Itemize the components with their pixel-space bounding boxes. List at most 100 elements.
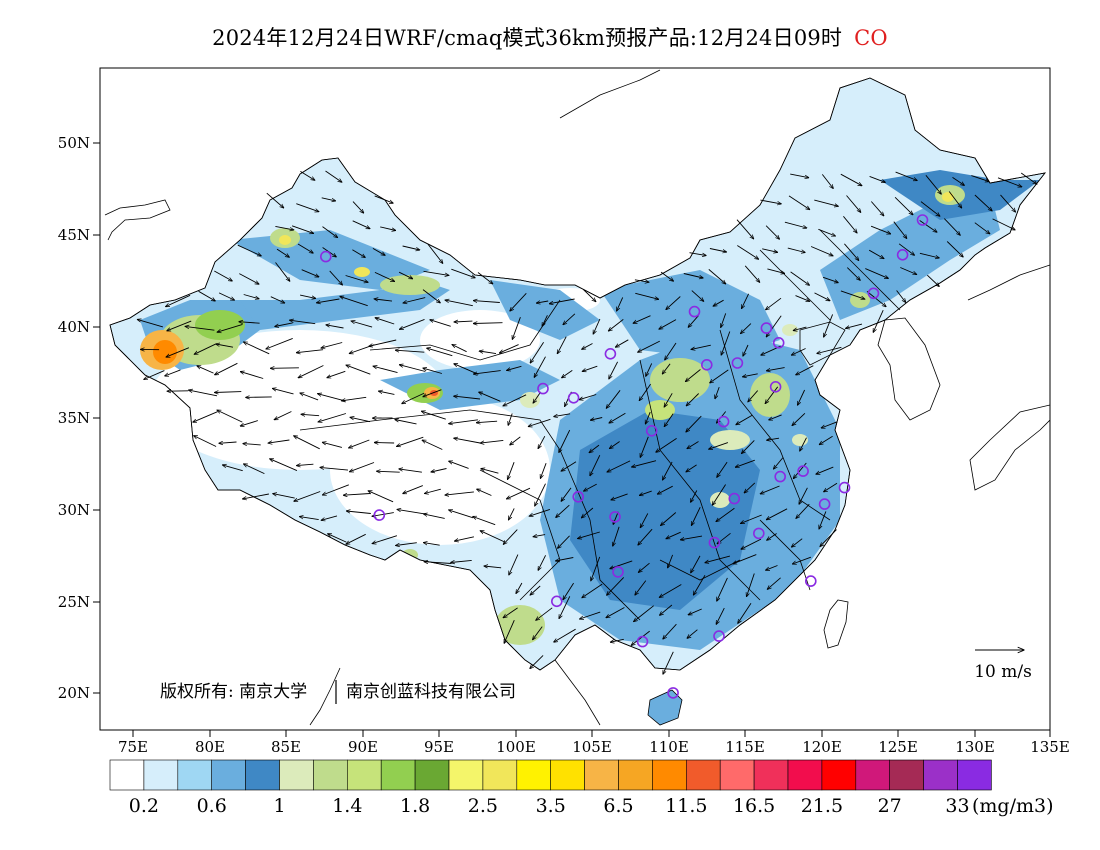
wind-vector (898, 243, 914, 256)
station-marker-hohhot (688, 305, 701, 318)
legend-swatch (346, 759, 382, 791)
wind-vector (613, 526, 620, 546)
wind-vector (766, 367, 785, 371)
legend-swatch (177, 759, 213, 791)
wind-vector (593, 318, 601, 334)
copyright-notice: 版权所有: 南京大学 南京创蓝科技有限公司 (160, 680, 516, 704)
wind-vector (454, 438, 481, 444)
lon-label-125e: 125E (878, 738, 918, 756)
station-marker-taiyuan (700, 358, 713, 371)
wind-vector (744, 482, 756, 493)
station-marker-lhasa (373, 509, 386, 521)
wind-vector (687, 629, 698, 639)
wind-vector (665, 342, 677, 360)
lon-label-80e: 80E (195, 738, 225, 756)
wind-vector (589, 444, 600, 453)
wind-vector (590, 417, 603, 421)
wind-vector (144, 370, 165, 380)
wind-vector (533, 626, 543, 640)
wind-vector (689, 252, 707, 256)
wind-vector (427, 348, 453, 357)
wind-vector (791, 348, 806, 356)
wind-vector (321, 342, 343, 349)
wind-vector (322, 226, 338, 238)
wind-vector (820, 529, 837, 547)
wind-vector (742, 440, 755, 453)
wind-vector (788, 195, 810, 210)
wind-vector (273, 494, 295, 499)
legend-swatch (957, 759, 992, 791)
color-legend (109, 759, 992, 791)
wind-vector (380, 226, 396, 231)
wind-vector (919, 220, 937, 233)
lon-label-105e: 105E (572, 738, 612, 756)
legend-swatch (414, 759, 450, 791)
wind-vector (379, 391, 395, 395)
hainan-island (647, 689, 683, 726)
wind-vector (431, 468, 447, 473)
wind-vector (516, 582, 523, 594)
lon-label-130e: 130E (955, 738, 995, 756)
wind-vector (372, 512, 394, 517)
station-marker-shijiazhuang (731, 357, 744, 369)
wind-vector (508, 413, 513, 426)
wind-vector (301, 269, 319, 277)
wind-vector (424, 562, 452, 564)
wind-vector (559, 596, 571, 618)
wind-vector (606, 390, 621, 408)
wind-vector (646, 363, 653, 376)
wind-vector (275, 322, 293, 327)
wind-vector (814, 199, 838, 206)
wind-vector (846, 323, 863, 328)
wind-vector (663, 651, 674, 674)
wind-vector (584, 483, 597, 491)
wind-vector (194, 343, 217, 355)
wind-vector (473, 301, 500, 303)
wind-vector (503, 607, 518, 618)
wind-vector (691, 290, 704, 302)
wind-vector (554, 413, 571, 417)
wind-vector (403, 297, 426, 303)
wind-vector (510, 436, 521, 445)
wind-vector (396, 542, 417, 546)
wind-vector (792, 412, 806, 425)
wind-vector (709, 248, 727, 253)
wind-vector (893, 221, 907, 239)
wind-vector (299, 517, 319, 521)
legend-swatch (821, 759, 857, 791)
wind-vector (219, 442, 237, 443)
wind-vector (747, 573, 755, 597)
wind-vector (843, 216, 857, 233)
wind-vector (193, 411, 218, 423)
wind-vector (340, 296, 368, 307)
wind-vector (266, 337, 293, 349)
wind-vector (533, 391, 542, 403)
wind-vector (656, 438, 677, 452)
station-marker-zhengzhou (717, 415, 730, 428)
wind-vector (846, 195, 861, 213)
station-marker-hefei (774, 470, 787, 483)
wind-vector (321, 197, 336, 201)
wind-vector (798, 389, 806, 405)
wind-vector (609, 361, 619, 379)
wind-vector (454, 321, 473, 322)
wind-vector (476, 421, 498, 423)
station-marker-tianjin (772, 336, 785, 349)
legend-swatch (245, 759, 280, 791)
wind-vector (765, 225, 779, 240)
wind-vector (741, 514, 762, 524)
wind-vector (997, 177, 1022, 187)
legend-swatch (211, 759, 246, 791)
wind-vector (246, 397, 272, 398)
wind-vector (716, 507, 735, 521)
station-marker-shenyang (867, 287, 880, 300)
wind-vector (693, 574, 706, 595)
wind-vector (635, 580, 647, 596)
wind-vector (971, 175, 989, 182)
legend-tick-label: 0.2 (129, 795, 159, 817)
wind-vector (352, 249, 365, 258)
wind-vector (767, 577, 781, 590)
wind-vector (974, 194, 992, 211)
wind-vector (538, 555, 547, 570)
wind-vector (926, 274, 939, 286)
